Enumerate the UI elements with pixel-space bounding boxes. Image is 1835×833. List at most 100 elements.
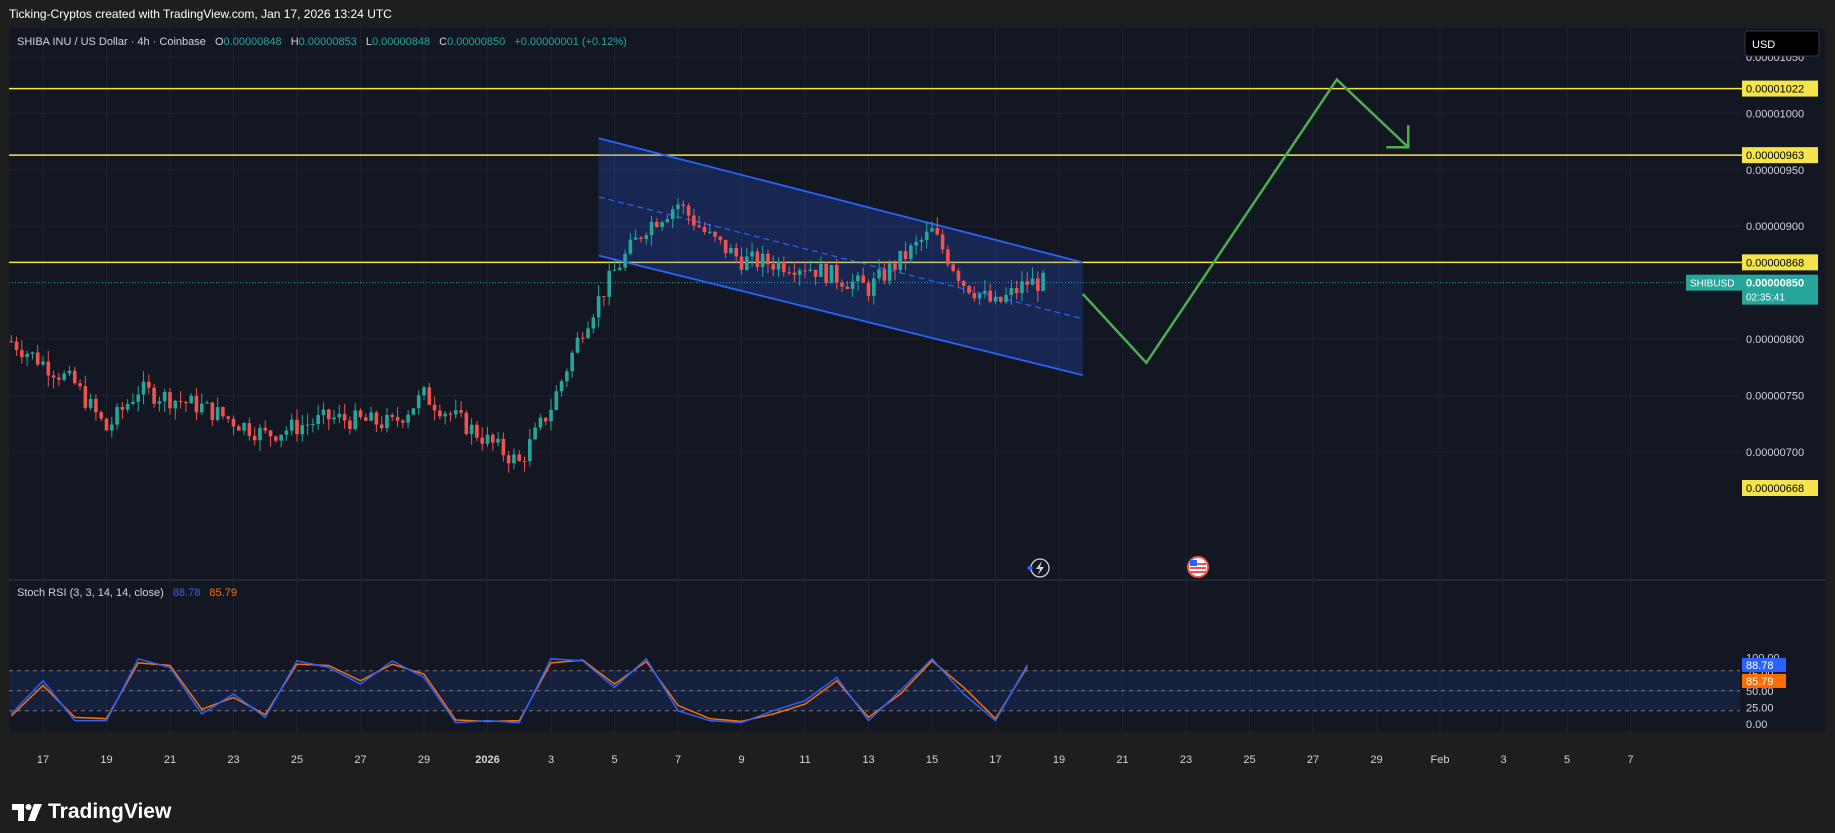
candle-body: [332, 417, 336, 420]
time-tick-label: 13: [862, 754, 874, 766]
candle-body: [506, 455, 511, 464]
candle-body: [215, 407, 220, 420]
candle-body: [422, 387, 426, 396]
candle-body: [750, 251, 754, 257]
candle-body: [655, 221, 659, 228]
candle-body: [401, 420, 405, 423]
candle-body: [617, 267, 622, 270]
candle-body: [702, 227, 707, 232]
candle-body: [877, 269, 881, 279]
candle-body: [337, 413, 342, 418]
candle-body: [88, 398, 93, 408]
candle-body: [744, 256, 749, 270]
candle-body: [99, 412, 104, 419]
candle-body: [72, 370, 77, 384]
candle-body: [834, 265, 839, 283]
candle-body: [893, 263, 897, 270]
candle-body: [782, 261, 786, 273]
projection-line: [1081, 77, 1410, 365]
time-tick-label: 3: [548, 754, 554, 766]
candle-body: [189, 395, 193, 404]
last-price-tag-bg: [1742, 274, 1818, 305]
candle-body: [628, 239, 633, 254]
candle-body: [379, 424, 384, 429]
level-label: 0.00000868: [1746, 257, 1804, 269]
candle-body: [363, 417, 368, 421]
candle-body: [279, 434, 283, 441]
candle-body: [956, 270, 961, 281]
candle-body: [205, 402, 209, 404]
candle-body: [723, 239, 728, 254]
candle-body: [554, 391, 559, 410]
candle-body: [819, 263, 823, 277]
candle-body: [199, 403, 204, 413]
legend-low: 0.00000848: [372, 36, 430, 48]
candle-body: [1009, 288, 1014, 295]
us-flag-icon[interactable]: [1187, 556, 1209, 578]
candle-body: [385, 414, 389, 429]
time-tick-label: 23: [227, 754, 239, 766]
candle-body: [348, 420, 352, 430]
candle-body: [1025, 281, 1030, 285]
candle-body: [803, 270, 807, 272]
candle-body: [416, 395, 421, 409]
candle-body: [586, 328, 590, 338]
candle-body: [565, 371, 569, 382]
candle-body: [797, 270, 802, 275]
candle-body: [136, 394, 141, 402]
candle-body: [210, 402, 215, 420]
horizontal-levels: [9, 87, 1742, 284]
price-tick-label: 0.00000900: [1746, 221, 1804, 233]
candle-body: [845, 286, 850, 290]
time-tick-label: 19: [1053, 754, 1065, 766]
tradingview-logo[interactable]: TradingView: [12, 800, 171, 824]
time-tick-label: 7: [1627, 754, 1633, 766]
candle-body: [713, 231, 717, 237]
chart-area[interactable]: 0.00001050 0.00001000 0.00000950 0.00000900…: [0, 28, 1835, 788]
candle-body: [168, 392, 172, 409]
candle-body: [946, 249, 950, 265]
price-chart[interactable]: 0.000010500.000010000.000009500.00000900…: [0, 28, 1835, 788]
price-axis: 0.000010500.000010000.000009500.00000900…: [1686, 52, 1818, 731]
candle-body: [432, 404, 437, 411]
currency-button[interactable]: USD: [1744, 30, 1820, 57]
candle-body: [284, 430, 289, 435]
candle-body: [840, 282, 844, 287]
candle-body: [607, 270, 612, 297]
time-tick-label: 27: [1307, 754, 1319, 766]
indicator-d-value: 85.79: [209, 587, 237, 599]
candle-body: [30, 352, 35, 354]
time-tick-label: 21: [1116, 754, 1128, 766]
legend-change: +0.00000001 (+0.12%): [514, 36, 627, 48]
candle-body: [46, 361, 51, 376]
stoch-d-tag-bg: [1742, 673, 1786, 688]
candle-body: [718, 236, 723, 240]
candle-body: [342, 413, 347, 421]
candle-body: [533, 427, 537, 440]
candle-body: [930, 228, 934, 232]
candle-body: [162, 392, 167, 402]
candle-body: [517, 454, 522, 461]
time-tick-label: 25: [1243, 754, 1255, 766]
candle-body: [242, 423, 246, 431]
candle-body: [909, 245, 913, 260]
candle-body: [972, 292, 977, 299]
time-tick-label: 19: [100, 754, 112, 766]
projection-path: [1081, 77, 1410, 365]
candle-body: [1036, 278, 1040, 291]
candle-body: [311, 423, 315, 425]
candle-body: [612, 269, 617, 271]
candle-body: [639, 237, 643, 239]
candle-body: [998, 296, 1003, 302]
time-tick-label: 29: [1370, 754, 1382, 766]
candle-body: [236, 426, 241, 431]
candle-body: [808, 269, 813, 272]
flash-icon[interactable]: [1027, 558, 1050, 578]
candle-body: [427, 387, 432, 405]
candle-body: [226, 416, 231, 419]
time-tick-label: 25: [291, 754, 303, 766]
price-tick-label: 0.00001000: [1746, 108, 1804, 120]
candle-body: [316, 415, 320, 424]
candle-body: [464, 412, 469, 434]
candle-body: [1041, 272, 1045, 291]
